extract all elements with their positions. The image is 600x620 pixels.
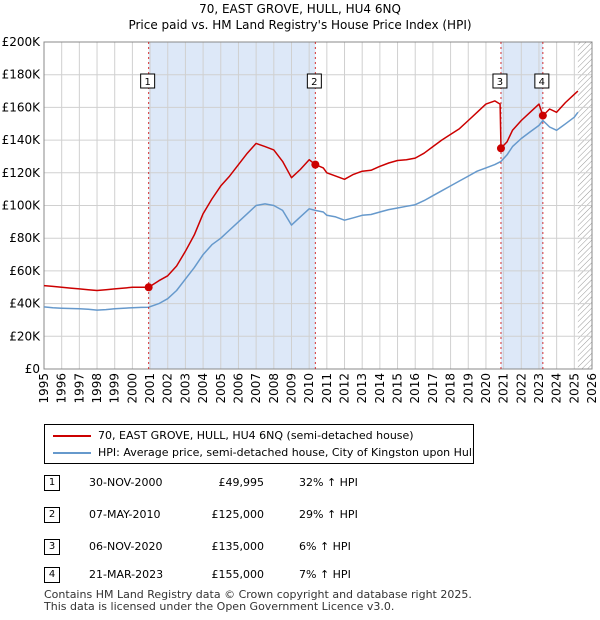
transaction-hpi-change: 32% ↑ HPI [299,476,358,489]
y-tick-label: £200K [2,35,42,49]
transaction-price: £125,000 [211,508,265,521]
sale-point [496,144,505,153]
transaction-date: 30-NOV-2000 [89,476,163,489]
x-tick-label: 2015 [391,373,405,404]
transaction-number: 1 [44,475,60,491]
x-tick-label: 2016 [408,373,422,404]
x-tick-label: 1997 [72,373,86,404]
y-tick-label: £100K [2,199,42,213]
legend-label-property: 70, EAST GROVE, HULL, HU4 6NQ (semi-deta… [98,429,414,442]
sale-label-box [306,73,322,89]
transaction-number: 4 [44,567,60,583]
sale-label: 2 [311,77,317,88]
x-tick-label: 1996 [55,373,69,404]
footer-licence: This data is licensed under the Open Gov… [44,600,395,613]
footer-copyright: Contains HM Land Registry data © Crown c… [44,588,472,601]
x-tick-label: 2006 [231,373,245,404]
legend-swatch-hpi [53,452,91,454]
sale-label: 1 [144,77,150,88]
x-tick-label: 2011 [320,373,334,404]
y-tick-label: £120K [2,166,42,180]
x-tick-label: 2023 [532,373,546,404]
y-tick-label: £40K [9,297,41,311]
transaction-date: 07-MAY-2010 [89,508,161,521]
x-tick-label: 1995 [37,373,51,404]
y-tick-label: £60K [9,264,41,278]
x-tick-label: 2012 [338,373,352,404]
x-tick-label: 2007 [249,373,263,404]
x-tick-label: 2003 [178,373,192,404]
x-tick-label: 2019 [461,373,475,404]
y-tick-label: £80K [9,231,41,245]
chart-title-line-1: 70, EAST GROVE, HULL, HU4 6NQ [199,2,401,16]
legend: 70, EAST GROVE, HULL, HU4 6NQ (semi-deta… [44,424,475,464]
y-tick-label: £140K [2,133,42,147]
transaction-price: £135,000 [211,540,265,553]
footer: Contains HM Land Registry data © Crown c… [44,589,472,613]
sale-point [311,160,320,169]
y-tick-label: £160K [2,100,42,114]
chart-title-line-2: Price paid vs. HM Land Registry's House … [128,18,472,32]
x-tick-label: 2017 [426,373,440,404]
transaction-hpi-change: 7% ↑ HPI [299,568,351,581]
sale-label: 3 [497,77,503,88]
hpi-line [43,111,579,311]
sale-label: 4 [539,77,545,88]
x-tick-label: 2002 [161,373,175,404]
sale-point [538,111,547,120]
sale-point [144,283,153,292]
transaction-date: 21-MAR-2023 [89,568,164,581]
x-tick-label: 1998 [90,373,104,404]
x-tick-label: 2026 [585,373,599,404]
sale-label-box [140,73,156,89]
price-chart: £0 £20K £40K £60K £80K £100K £120K £140K £160K £1… [2,35,599,404]
table-row: 2 07-MAY-2010 £125,000 29% ↑ HPI [44,505,464,525]
transaction-hpi-change: 6% ↑ HPI [299,540,351,553]
y-tick-label: £180K [2,68,42,82]
y-tick-label: £0 [25,362,40,376]
transaction-price: £49,995 [218,476,265,489]
x-tick-label: 1999 [108,373,122,404]
table-row: 3 06-NOV-2020 £135,000 6% ↑ HPI [44,537,464,557]
sale-label-box [534,73,550,89]
plot-frame [43,41,593,370]
transaction-price: £155,000 [211,568,265,581]
x-tick-label: 2005 [214,373,228,404]
sale-label-box [492,73,508,89]
legend-swatch-property [53,435,91,437]
legend-label-hpi: HPI: Average price, semi-detached house,… [98,446,475,459]
x-tick-label: 2001 [143,373,157,404]
x-tick-label: 2008 [267,373,281,404]
x-tick-label: 2025 [567,373,581,404]
x-tick-label: 2020 [479,373,493,404]
table-row: 1 30-NOV-2000 £49,995 32% ↑ HPI [44,473,464,493]
x-tick-label: 2010 [302,373,316,404]
table-row: 4 21-MAR-2023 £155,000 7% ↑ HPI [44,565,464,585]
x-tick-label: 2022 [514,373,528,404]
x-tick-label: 2021 [497,373,511,404]
x-tick-label: 2014 [373,373,387,404]
x-tick-label: 2018 [444,373,458,404]
x-tick-label: 2009 [284,373,298,404]
y-tick-label: £20K [9,329,41,343]
x-tick-label: 2024 [550,373,564,404]
x-tick-label: 2013 [355,373,369,404]
transaction-hpi-change: 29% ↑ HPI [299,508,358,521]
transaction-date: 06-NOV-2020 [89,540,163,553]
x-tick-label: 2004 [196,373,210,404]
x-tick-label: 2000 [125,373,139,404]
transaction-number: 2 [44,507,60,523]
transaction-number: 3 [44,539,60,555]
